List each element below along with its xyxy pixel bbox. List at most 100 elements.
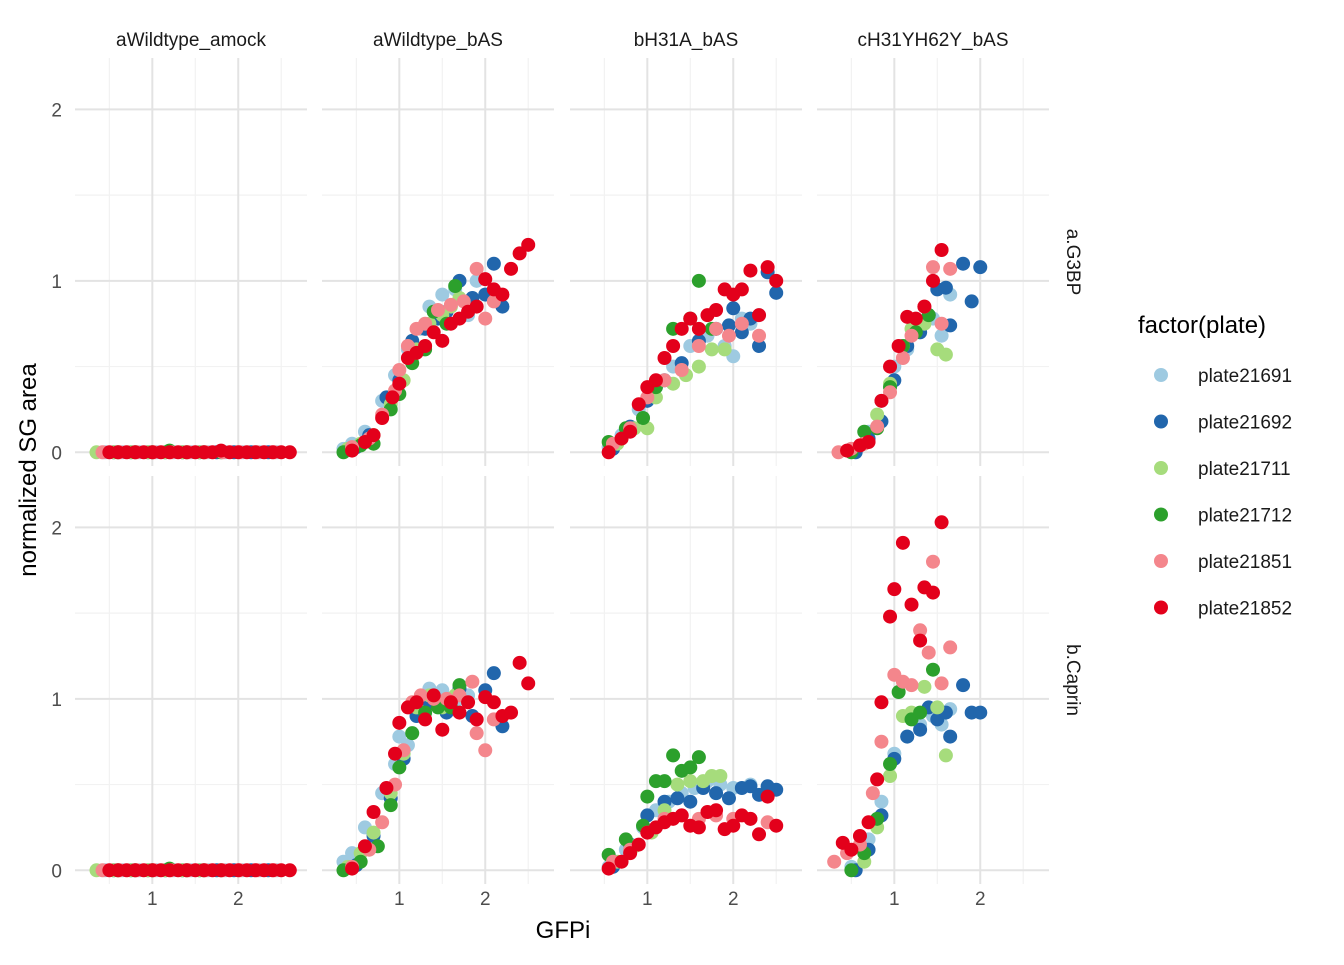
legend-key-plate21692 — [1154, 414, 1168, 429]
x-tick-label: 1 — [642, 889, 653, 910]
data-point-plate21851 — [469, 726, 484, 741]
data-point-plate21691 — [392, 729, 407, 744]
data-point-plate21712 — [913, 705, 928, 720]
data-point-plate21851 — [469, 261, 484, 276]
data-point-plate21692 — [956, 678, 971, 693]
legend-title: factor(plate) — [1138, 312, 1266, 339]
legend-label: plate21852 — [1198, 599, 1292, 620]
data-point-plate21852 — [504, 705, 519, 720]
data-point-plate21852 — [769, 818, 784, 833]
legend-label: plate21692 — [1198, 413, 1292, 434]
legend: factor(plate) plate21691 plate21692 plate2… — [1138, 312, 1292, 620]
data-point-plate21852 — [282, 445, 297, 460]
data-point-plate21852 — [392, 715, 407, 730]
data-point-plate21712 — [926, 662, 940, 677]
data-point-plate21852 — [512, 655, 527, 670]
data-point-plate21692 — [973, 705, 988, 720]
data-point-plate21852 — [887, 582, 902, 597]
data-point-plate21852 — [934, 515, 949, 530]
panel-grid-0-0 — [75, 58, 307, 466]
y-tick-label: 0 — [51, 861, 62, 882]
data-point-plate21692 — [752, 339, 767, 353]
data-point-plate21712 — [392, 760, 407, 775]
panel-points-1-2 — [601, 748, 784, 876]
data-point-plate21851 — [904, 328, 919, 343]
data-point-plate21851 — [827, 854, 842, 869]
data-point-plate21852 — [683, 311, 698, 326]
data-point-plate21851 — [870, 419, 885, 434]
data-point-plate21852 — [426, 688, 441, 703]
data-point-plate21852 — [435, 722, 450, 737]
data-point-plate21691 — [874, 794, 889, 809]
data-point-plate21852 — [926, 273, 940, 288]
data-point-plate21852 — [674, 808, 689, 823]
panel-grid-1-3 — [817, 476, 1049, 884]
data-point-plate21692 — [913, 722, 928, 737]
data-point-plate21851 — [865, 786, 880, 801]
data-point-plate21851 — [934, 316, 949, 331]
data-point-plate21852 — [385, 390, 400, 405]
legend-label: plate21711 — [1198, 459, 1291, 480]
data-point-plate21852 — [691, 820, 706, 835]
data-point-plate21851 — [478, 743, 493, 758]
data-point-plate21692 — [964, 294, 979, 309]
data-point-plate21852 — [469, 299, 484, 314]
data-point-plate21712 — [636, 411, 651, 425]
data-point-plate21851 — [478, 311, 493, 326]
data-point-plate21851 — [431, 303, 445, 317]
data-point-plate21852 — [852, 829, 867, 843]
panel-grid-1-0 — [75, 476, 307, 884]
data-point-plate21691 — [435, 287, 450, 302]
data-point-plate21852 — [752, 308, 767, 323]
x-tick-label: 2 — [480, 889, 491, 910]
data-point-plate21691 — [934, 328, 949, 343]
legend-key-plate21711 — [1154, 461, 1168, 475]
data-point-plate21852 — [926, 585, 940, 600]
data-point-plate21852 — [657, 351, 672, 365]
data-point-plate21711 — [683, 774, 698, 789]
data-point-plate21852 — [282, 863, 297, 878]
data-point-plate21851 — [392, 363, 407, 377]
y-axis-label: normalized SG area — [15, 363, 42, 577]
data-point-plate21692 — [683, 794, 698, 809]
data-point-plate21712 — [844, 863, 859, 878]
legend-key-plate21852 — [1154, 600, 1168, 615]
x-tick-label: 1 — [394, 889, 405, 910]
legend-label: plate21712 — [1198, 506, 1292, 527]
data-point-plate21692 — [486, 256, 501, 271]
data-point-plate21852 — [743, 811, 758, 826]
data-point-plate21852 — [743, 263, 758, 278]
data-point-plate21711 — [713, 769, 728, 783]
data-point-plate21712 — [691, 750, 706, 765]
data-point-plate21851 — [926, 260, 940, 275]
data-point-plate21851 — [709, 321, 724, 336]
data-point-plate21852 — [874, 695, 889, 710]
data-point-plate21852 — [623, 424, 638, 439]
data-point-plate21852 — [366, 805, 381, 819]
legend-key-plate21851 — [1154, 554, 1168, 568]
data-point-plate21851 — [443, 297, 458, 312]
data-point-plate21852 — [357, 839, 372, 854]
data-point-plate21852 — [883, 359, 898, 374]
data-point-plate21712 — [883, 757, 898, 771]
data-point-plate21852 — [614, 854, 629, 869]
data-point-plate21711 — [704, 342, 719, 357]
data-point-plate21852 — [840, 443, 855, 458]
data-point-plate21851 — [921, 645, 936, 660]
data-point-plate21852 — [874, 393, 889, 408]
data-point-plate21711 — [938, 748, 953, 763]
legend-label: plate21691 — [1198, 366, 1292, 387]
data-point-plate21852 — [375, 411, 390, 425]
data-point-plate21711 — [670, 777, 685, 792]
data-point-plate21692 — [743, 779, 758, 794]
data-point-plate21852 — [345, 443, 360, 458]
data-point-plate21712 — [383, 798, 398, 813]
data-point-plate21712 — [640, 789, 655, 804]
data-point-plate21692 — [973, 260, 988, 275]
legend-key-plate21691 — [1154, 368, 1168, 382]
data-point-plate21851 — [734, 316, 749, 331]
facet-column-label: bH31A_bAS — [634, 30, 739, 51]
data-point-plate21711 — [366, 825, 381, 840]
data-point-plate21852 — [409, 695, 424, 710]
